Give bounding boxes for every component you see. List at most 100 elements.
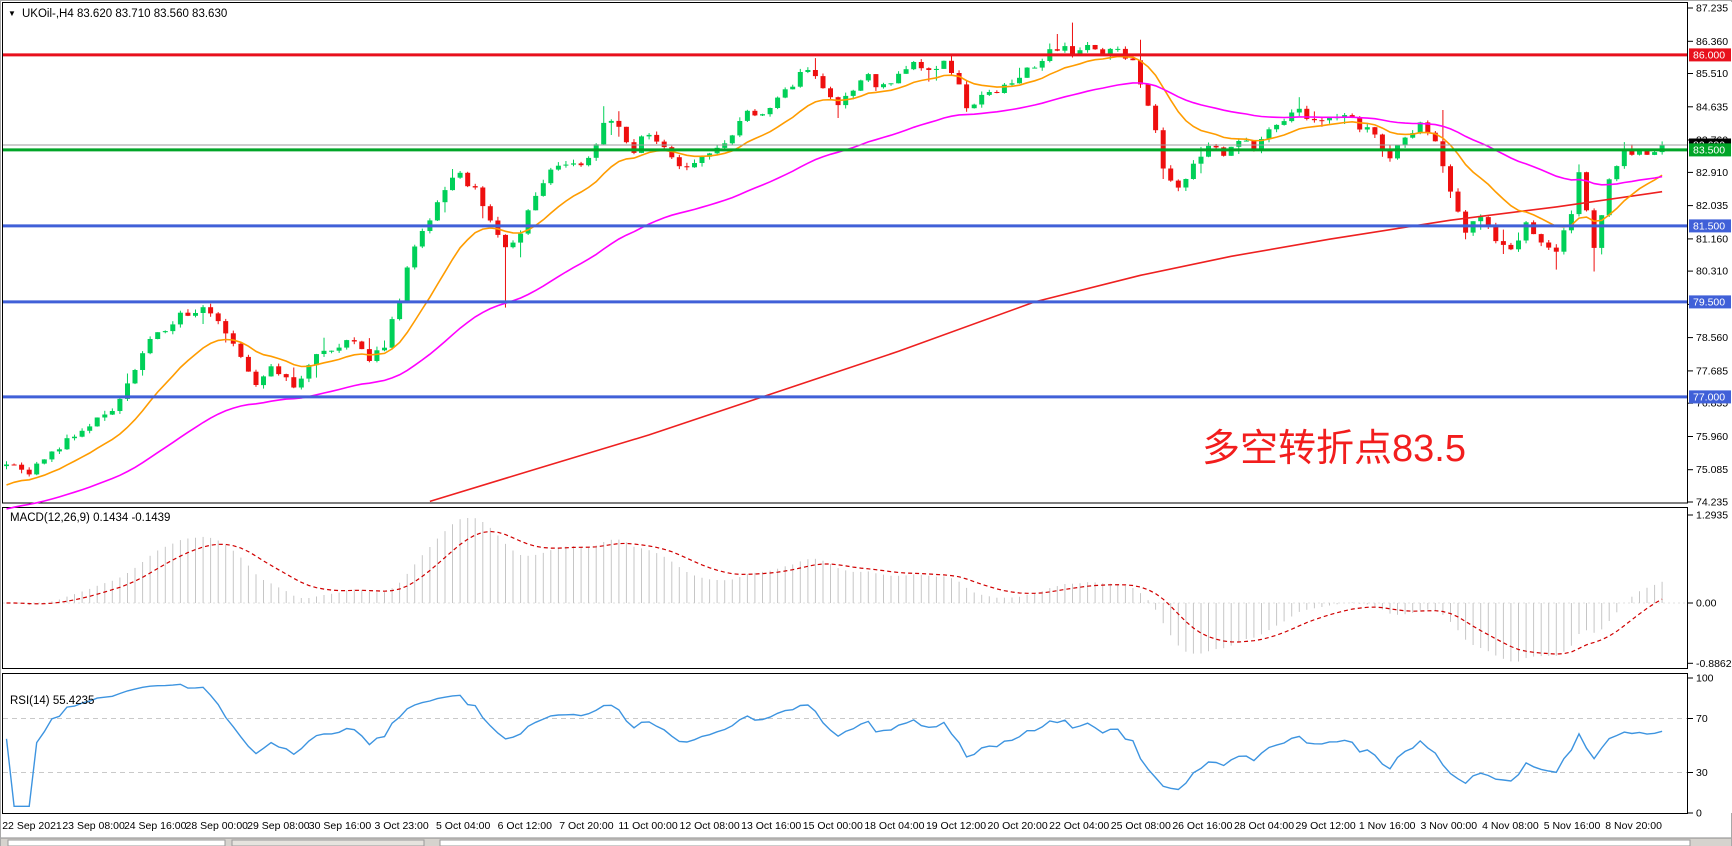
- time-label: 26 Oct 16:00: [1172, 820, 1232, 832]
- candle-up: [1183, 179, 1189, 188]
- time-label: 12 Oct 08:00: [680, 820, 740, 832]
- candle-up: [729, 135, 735, 144]
- price-tick-label: 82.035: [1696, 200, 1728, 212]
- rsi-indicator-label: RSI(14) 55.4235: [10, 695, 94, 707]
- price-tick-label: 80.310: [1696, 266, 1728, 278]
- candle-down: [1145, 84, 1151, 106]
- time-axis-layer[interactable]: 22 Sep 2021 23 Sep 08:00 24 Sep 16:00 28 Se…: [2, 820, 1662, 832]
- candle-down: [1304, 108, 1310, 119]
- rsi-layer: [3, 683, 1687, 807]
- price-level-tag-bg[interactable]: [1689, 219, 1731, 233]
- chart-title: UKOil-,H4 83.620 83.710 83.560 83.630: [22, 8, 227, 20]
- candle-up: [790, 86, 796, 90]
- candle-up: [170, 324, 176, 332]
- candle-up: [1576, 172, 1582, 215]
- candle-down: [230, 333, 236, 344]
- candle-up: [1266, 129, 1272, 139]
- candle-down: [1349, 115, 1355, 118]
- candle-up: [699, 156, 705, 163]
- chart-annotation-text[interactable]: 多空转折点83.5: [1202, 428, 1466, 470]
- candle-up: [555, 165, 561, 170]
- candle-down: [1251, 140, 1257, 151]
- price-level-tag-bg[interactable]: [1689, 295, 1731, 309]
- chart-tab[interactable]: [231, 839, 425, 846]
- macd-tick-label: 1.2935: [1696, 510, 1728, 522]
- candle-down: [1553, 247, 1559, 252]
- chart-tab[interactable]: [439, 839, 1691, 846]
- candle-down: [1493, 225, 1499, 242]
- candle-down: [465, 172, 471, 187]
- candle-up: [525, 210, 531, 234]
- candle-down: [1485, 217, 1491, 226]
- candle-up: [858, 80, 864, 91]
- candle-down: [956, 73, 962, 85]
- candle-down: [964, 84, 970, 109]
- candle-up: [1017, 77, 1022, 84]
- candle-down: [1153, 105, 1159, 131]
- candle-down: [1213, 145, 1219, 148]
- price-tick-label: 86.360: [1696, 36, 1728, 48]
- price-tick-label: 84.635: [1696, 101, 1728, 113]
- macd-panel[interactable]: [2, 507, 1688, 669]
- price-scale-column[interactable]: [1689, 2, 1732, 813]
- candle-up: [117, 398, 123, 411]
- candle-up: [941, 60, 947, 69]
- candle-down: [359, 341, 365, 350]
- price-level-tag-label: 77.000: [1693, 391, 1725, 403]
- candle-up: [1568, 214, 1574, 231]
- price-axis-layer[interactable]: 87.23586.36085.51084.63583.76082.91082.0…: [1688, 3, 1732, 820]
- candle-up: [1077, 50, 1083, 54]
- candle-up: [329, 350, 335, 352]
- candle-up: [1410, 133, 1416, 138]
- candle-up: [374, 350, 380, 361]
- time-label: 20 Oct 20:00: [988, 820, 1048, 832]
- candle-down: [1644, 150, 1650, 155]
- candle-down: [1425, 122, 1431, 133]
- main-chart-panel[interactable]: [2, 2, 1688, 504]
- candle-down: [1629, 150, 1635, 155]
- candle-up: [72, 436, 77, 439]
- candle-down: [752, 110, 758, 116]
- time-label: 28 Sep 00:00: [186, 820, 249, 832]
- price-level-tag-bg[interactable]: [1689, 390, 1731, 404]
- candle-up: [321, 350, 327, 354]
- candle-up: [1236, 141, 1242, 147]
- price-tick-label: 75.960: [1696, 431, 1728, 443]
- candle-down: [1591, 210, 1597, 248]
- candle-up: [1402, 137, 1408, 146]
- candle-up: [1599, 215, 1605, 248]
- time-label: 15 Oct 00:00: [803, 820, 863, 832]
- price-level-tag-bg[interactable]: [1689, 143, 1731, 157]
- candle-up: [933, 68, 939, 70]
- candle-up: [737, 121, 743, 136]
- time-label: 4 Nov 08:00: [1482, 820, 1539, 832]
- candle-up: [298, 378, 304, 388]
- candle-down: [676, 157, 682, 167]
- symbol-dropdown-icon[interactable]: ▼: [8, 9, 16, 18]
- candle-up: [775, 97, 781, 108]
- candle-down: [1168, 168, 1174, 181]
- candle-up: [56, 449, 62, 452]
- price-tick-label: 75.085: [1696, 464, 1728, 476]
- candle-down: [994, 92, 1000, 93]
- candle-up: [389, 319, 395, 348]
- candle-down: [223, 321, 229, 334]
- rsi-panel[interactable]: [2, 673, 1688, 814]
- candle-up: [1342, 115, 1348, 118]
- macd-tick-label: -0.8862: [1696, 658, 1732, 670]
- time-label: 5 Nov 16:00: [1544, 820, 1601, 832]
- candle-up: [586, 157, 592, 166]
- chart-tab[interactable]: [7, 839, 226, 846]
- candle-down: [1463, 211, 1469, 233]
- candle-up: [125, 383, 130, 399]
- candle-down: [1508, 244, 1514, 250]
- candle-up: [457, 172, 463, 178]
- candle-up: [1516, 240, 1521, 250]
- candle-up: [4, 464, 9, 467]
- candle-up: [404, 267, 410, 302]
- price-level-tag-bg[interactable]: [1689, 48, 1731, 62]
- time-label: 19 Oct 12:00: [926, 820, 986, 832]
- candle-up: [1198, 156, 1204, 164]
- ma-line-medium: [6, 82, 1663, 510]
- candle-down: [1584, 172, 1589, 211]
